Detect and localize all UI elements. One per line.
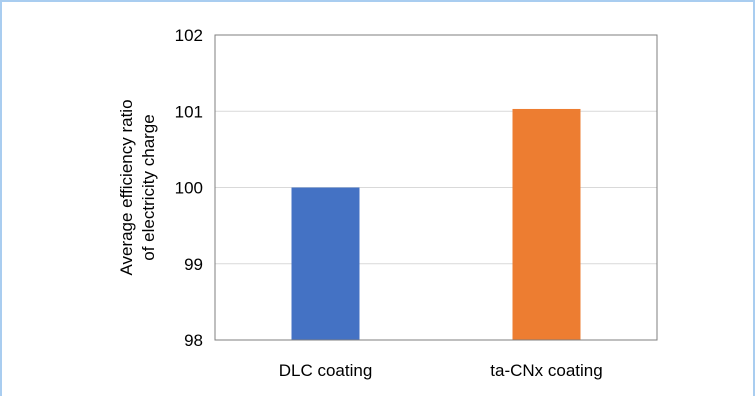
y-axis-label-line-1: Average efficiency ratio	[117, 99, 136, 275]
y-tick-label: 99	[184, 255, 203, 274]
y-tick-label: 102	[175, 26, 203, 45]
bar-dlc-coating	[291, 187, 360, 340]
gridlines	[215, 110, 657, 265]
y-tick-labels: 98 99 100 101 102	[175, 26, 203, 350]
bar-ta-cnx-coating	[512, 108, 581, 341]
y-tick-label: 101	[175, 102, 203, 121]
x-category-label: ta-CNx coating	[490, 361, 602, 380]
y-tick-label: 98	[184, 331, 203, 350]
y-axis-label-line-2: of electricity charge	[139, 114, 158, 260]
x-category-labels: DLC coating ta-CNx coating	[279, 361, 603, 380]
x-category-label: DLC coating	[279, 361, 373, 380]
y-tick-label: 100	[175, 179, 203, 198]
plot-area-border	[214, 34, 658, 341]
bars	[291, 108, 581, 341]
